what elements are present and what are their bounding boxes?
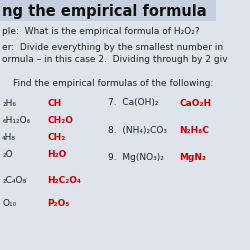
- Text: Find the empirical formulas of the following:: Find the empirical formulas of the follo…: [13, 78, 213, 88]
- Text: CH₂: CH₂: [48, 133, 66, 142]
- Text: H₂O: H₂O: [48, 150, 67, 159]
- Text: ng the empirical formula: ng the empirical formula: [2, 4, 207, 19]
- Text: er:  Divide everything by the smallest number in: er: Divide everything by the smallest nu…: [2, 42, 223, 51]
- Text: ₂H₆: ₂H₆: [2, 98, 16, 108]
- Text: ormula – in this case 2.  Dividing through by 2 giv: ormula – in this case 2. Dividing throug…: [2, 55, 228, 64]
- Text: ple:  What is the empirical formula of H₂O₂?: ple: What is the empirical formula of H₂…: [2, 28, 200, 36]
- Text: CH: CH: [48, 98, 62, 108]
- Text: H₂C₂O₄: H₂C₂O₄: [48, 176, 82, 185]
- Text: ₂C₄O₈: ₂C₄O₈: [2, 176, 26, 185]
- Text: 9.  Mg(NO₃)₂: 9. Mg(NO₃)₂: [108, 154, 164, 162]
- Text: N₂H₈C: N₂H₈C: [180, 126, 209, 135]
- Text: 7.  Ca(OH)₂: 7. Ca(OH)₂: [108, 98, 158, 108]
- Text: O₁₀: O₁₀: [2, 198, 16, 207]
- Text: CH₂O: CH₂O: [48, 116, 74, 125]
- Text: 8.  (NH₄)₂CO₃: 8. (NH₄)₂CO₃: [108, 126, 167, 135]
- Text: MgN₂: MgN₂: [180, 154, 206, 162]
- Text: ₂O: ₂O: [2, 150, 13, 159]
- Text: ₆H₁₂O₆: ₆H₁₂O₆: [2, 116, 30, 125]
- Text: P₂O₅: P₂O₅: [48, 198, 70, 207]
- FancyBboxPatch shape: [0, 0, 216, 21]
- Text: ₄H₈: ₄H₈: [2, 133, 16, 142]
- Text: CaO₂H: CaO₂H: [180, 98, 212, 108]
